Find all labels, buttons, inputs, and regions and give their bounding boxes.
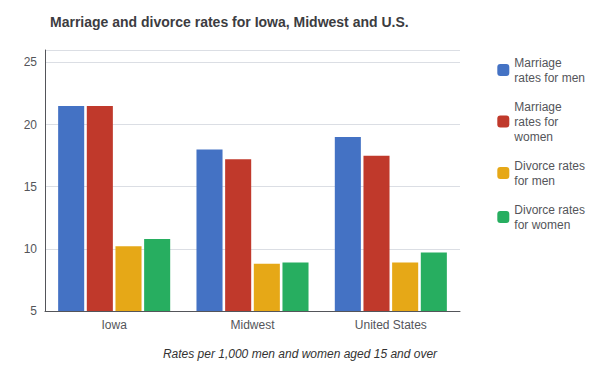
- svg-text:15: 15: [24, 180, 38, 194]
- svg-text:Rates per 1,000 men and women: Rates per 1,000 men and women aged 15 an…: [163, 347, 438, 361]
- svg-text:Marriage and divorce rates for: Marriage and divorce rates for Iowa, Mid…: [50, 14, 409, 30]
- svg-text:women: women: [513, 130, 553, 144]
- svg-text:Marriage: Marriage: [514, 100, 562, 114]
- svg-text:for men: for men: [514, 174, 555, 188]
- svg-text:25: 25: [24, 55, 38, 69]
- svg-text:10: 10: [24, 242, 38, 256]
- svg-text:Iowa: Iowa: [101, 318, 127, 332]
- svg-text:20: 20: [24, 118, 38, 132]
- svg-text:Divorce rates: Divorce rates: [514, 203, 585, 217]
- svg-text:rates for: rates for: [514, 115, 558, 129]
- svg-text:for women: for women: [514, 218, 570, 232]
- svg-text:Divorce rates: Divorce rates: [514, 159, 585, 173]
- svg-text:rates for men: rates for men: [514, 71, 585, 85]
- svg-text:5: 5: [30, 304, 37, 318]
- svg-text:Midwest: Midwest: [230, 318, 275, 332]
- svg-text:United States: United States: [355, 318, 427, 332]
- svg-text:Marriage: Marriage: [514, 56, 562, 70]
